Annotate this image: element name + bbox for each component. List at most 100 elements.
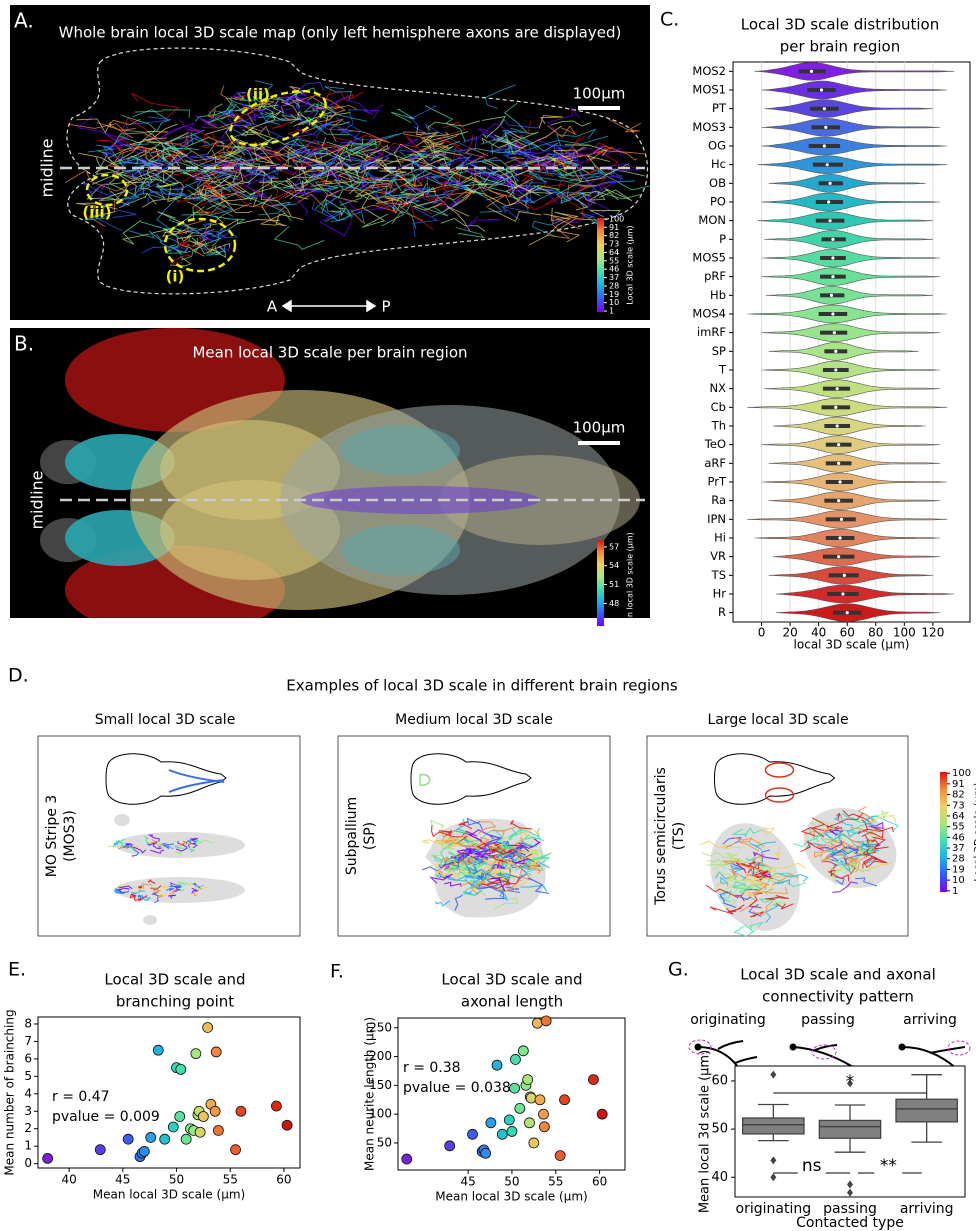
y-tick-label: 2 xyxy=(24,1121,32,1135)
axon xyxy=(283,137,304,165)
outlier xyxy=(770,1173,777,1182)
axon xyxy=(430,819,448,838)
axon xyxy=(283,93,322,111)
point xyxy=(480,1147,492,1159)
axon xyxy=(271,117,295,129)
median-dot xyxy=(824,125,828,129)
axon xyxy=(862,849,878,859)
axon xyxy=(169,881,181,889)
axon xyxy=(577,190,643,209)
axon xyxy=(862,815,878,831)
axon xyxy=(874,809,890,819)
axon xyxy=(833,852,851,866)
axon xyxy=(206,197,258,210)
axon xyxy=(446,205,471,232)
axon xyxy=(198,209,222,216)
y-tick-label: T xyxy=(718,363,727,377)
axon xyxy=(534,162,602,178)
axon xyxy=(113,889,125,895)
axon xyxy=(587,180,618,200)
axon xyxy=(553,197,611,224)
axis-end: P xyxy=(377,624,386,642)
midline-label: midline xyxy=(38,138,57,197)
axon xyxy=(478,171,524,183)
axon xyxy=(497,845,522,854)
colorbar-tick-label: 100 xyxy=(952,768,971,779)
colorbar-tick-label: 37 xyxy=(609,273,619,282)
axon xyxy=(438,829,454,838)
y-tick-label: 150 xyxy=(369,1078,392,1092)
axon xyxy=(422,131,458,146)
axon xyxy=(864,815,900,833)
panel-label: B. xyxy=(14,332,34,356)
axon xyxy=(67,123,127,133)
point xyxy=(524,1117,535,1129)
axon xyxy=(191,179,246,197)
axon xyxy=(505,886,520,894)
axon xyxy=(734,894,752,901)
outlier xyxy=(770,1156,777,1165)
axon xyxy=(350,199,396,224)
axon xyxy=(180,159,240,178)
axon xyxy=(500,118,541,129)
y-tick-label: Th xyxy=(711,419,726,433)
axon xyxy=(855,877,878,887)
axon xyxy=(843,846,859,855)
axon xyxy=(195,102,232,123)
panel-label: C. xyxy=(660,9,679,31)
axon xyxy=(492,141,529,159)
median-dot xyxy=(837,499,841,503)
y-tick-label: MOS5 xyxy=(692,251,726,265)
axon xyxy=(404,171,425,199)
axon xyxy=(402,131,426,138)
axon xyxy=(453,829,473,837)
median-dot xyxy=(831,237,835,241)
point xyxy=(522,1074,534,1086)
axon xyxy=(76,118,112,134)
colorbar-tick-label: 46 xyxy=(609,265,619,274)
axon xyxy=(522,834,545,842)
y-tick-label: R xyxy=(718,605,726,619)
scale-bar xyxy=(578,106,620,110)
axon xyxy=(848,852,863,866)
axon xyxy=(87,139,120,153)
axon xyxy=(361,195,389,228)
x-tick-label: 40 xyxy=(811,626,826,640)
point xyxy=(503,1114,515,1126)
axon xyxy=(181,214,246,232)
axon xyxy=(771,862,807,871)
x-tick-label: 60 xyxy=(276,1173,291,1187)
axon xyxy=(289,85,306,104)
axon xyxy=(755,840,766,848)
brain-region xyxy=(340,525,460,575)
axon xyxy=(121,219,150,245)
axon xyxy=(270,177,309,200)
axon xyxy=(180,232,194,242)
axon xyxy=(721,844,743,849)
axon xyxy=(162,844,169,850)
axon xyxy=(253,109,266,119)
axon xyxy=(508,829,523,839)
axon xyxy=(821,852,835,864)
point xyxy=(517,1045,529,1057)
axon xyxy=(307,94,350,116)
axon xyxy=(362,172,432,195)
axon xyxy=(814,842,839,851)
axon xyxy=(128,230,163,243)
axon xyxy=(334,178,363,199)
axon xyxy=(775,902,794,910)
stat-annotation: pvalue = 0.038 xyxy=(403,1080,511,1096)
axon xyxy=(502,199,530,214)
region-name: (MOS3) xyxy=(62,810,78,862)
colorbar xyxy=(940,772,947,892)
axon xyxy=(836,812,841,820)
colorbar-tick-label: 73 xyxy=(952,800,965,811)
axon xyxy=(551,207,579,222)
axon xyxy=(191,237,214,253)
point xyxy=(270,1100,282,1112)
axon xyxy=(443,881,462,887)
axon xyxy=(729,868,737,878)
axon xyxy=(174,844,186,849)
x-tick-label: 55 xyxy=(223,1173,238,1187)
axon xyxy=(205,126,246,156)
